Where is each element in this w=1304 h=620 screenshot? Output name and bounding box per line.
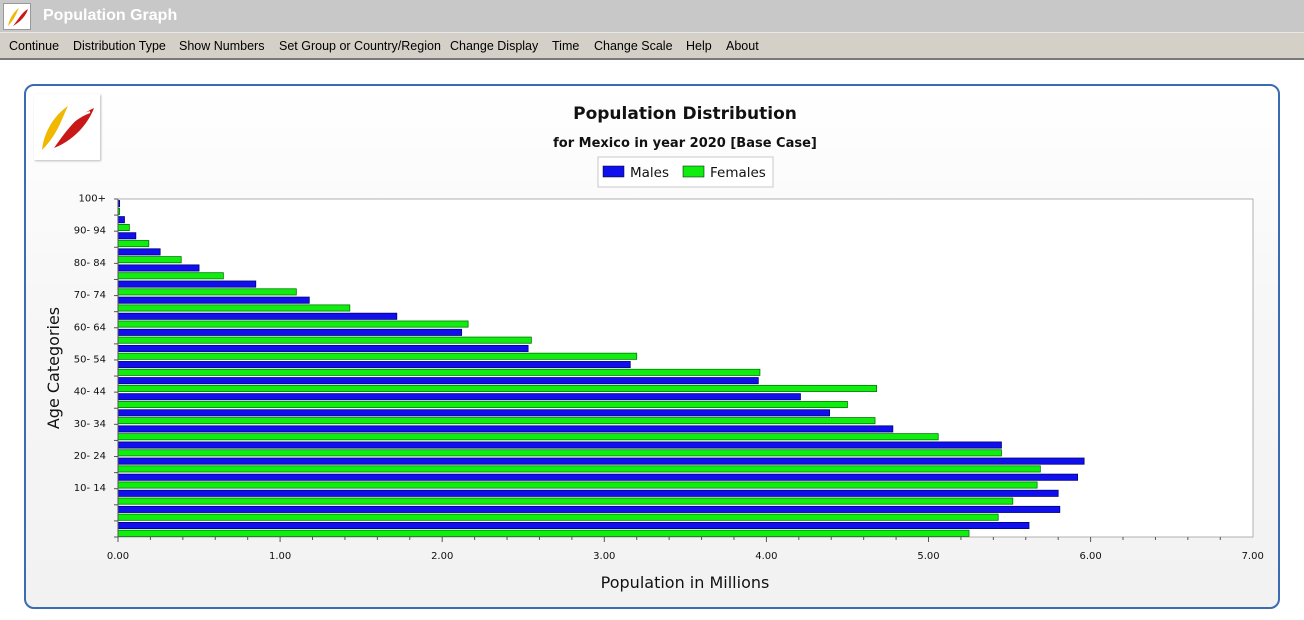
bar-males-10-14	[117, 489, 1059, 497]
bar-males-75-79	[117, 280, 257, 288]
y-tick-label: 60- 64	[74, 322, 106, 333]
chart-title: Population Distribution	[573, 104, 797, 124]
y-tick-label: 30- 34	[74, 419, 106, 430]
y-tick-label: 90- 94	[74, 226, 106, 237]
y-tick-label: 40- 44	[74, 387, 106, 398]
menu-change-scale[interactable]: Change Scale	[594, 39, 673, 53]
population-logo-icon[interactable]	[3, 3, 31, 30]
bar-males-25-29	[117, 441, 1002, 449]
menu-bar: Continue Distribution Type Show Numbers …	[0, 33, 1304, 60]
y-tick-label: 70- 74	[74, 290, 106, 301]
bar-females-65-69	[117, 320, 469, 328]
bar-females-75-79	[117, 288, 297, 296]
chart-subtitle: for Mexico in year 2020 [Base Case]	[553, 136, 817, 151]
bar-females-60-64	[117, 336, 532, 344]
bar-females-90-94	[117, 240, 150, 248]
y-tick-label: 80- 84	[74, 258, 106, 269]
bar-females-30-34	[117, 433, 939, 441]
x-tick-label: 2.00	[431, 551, 453, 562]
legend: Males Females	[597, 156, 774, 188]
legend-label-females: Females	[710, 165, 766, 181]
bar-females-0-4	[117, 529, 970, 537]
bar-females-85-89	[117, 256, 182, 264]
bar-males-15-19	[117, 473, 1079, 481]
population-logo-icon	[34, 94, 100, 160]
x-tick-label: 5.00	[917, 551, 939, 562]
bar-males-0-4	[117, 522, 1030, 530]
bar-females-50-54	[117, 368, 761, 376]
bar-females-5-9	[117, 513, 999, 521]
x-tick-label: 3.00	[593, 551, 615, 562]
bar-females-70-74	[117, 304, 351, 312]
y-axis-label: Age Categories	[44, 307, 63, 429]
bar-females-55-59	[117, 352, 638, 360]
window-title: Population Graph	[43, 7, 178, 24]
bar-females-95-99	[117, 223, 130, 231]
x-tick-label: 4.00	[755, 551, 777, 562]
bar-females-40-44	[117, 401, 848, 409]
bar-females-80-84	[117, 272, 224, 280]
bar-females-15-19	[117, 481, 1038, 489]
x-tick-label: 1.00	[269, 551, 291, 562]
bar-males-65-69	[117, 312, 398, 320]
x-tick-label: 0.00	[107, 551, 129, 562]
x-tick-label: 6.00	[1079, 551, 1101, 562]
menu-set-group[interactable]: Set Group or Country/Region	[279, 39, 441, 53]
bar-females-25-29	[117, 449, 1002, 457]
legend-label-males: Males	[630, 165, 669, 181]
bar-males-80-84	[117, 264, 200, 272]
menu-show-numbers[interactable]: Show Numbers	[179, 39, 265, 53]
bar-males-50-54	[117, 361, 631, 369]
menu-change-display[interactable]: Change Display	[450, 39, 539, 53]
menu-about[interactable]: About	[726, 39, 759, 53]
bar-males-45-49	[117, 377, 759, 385]
bar-males-95-99	[117, 216, 125, 224]
bar-males-5-9	[117, 505, 1061, 513]
bar-males-30-34	[117, 425, 894, 433]
bar-females-45-49	[117, 384, 878, 392]
x-tick-label: 7.00	[1242, 551, 1264, 562]
legend-swatch-females	[682, 165, 705, 178]
bar-males-40-44	[117, 393, 801, 401]
menu-time[interactable]: Time	[552, 39, 580, 53]
bar-females-35-39	[117, 417, 876, 425]
bar-males-55-59	[117, 344, 529, 352]
y-tick-label: 10- 14	[74, 483, 106, 494]
bar-males-20-24	[117, 457, 1085, 465]
bar-females-10-14	[117, 497, 1014, 505]
menu-continue[interactable]: Continue	[9, 39, 60, 53]
bar-males-85-89	[117, 248, 161, 256]
y-axis: 100+ 90- 94 80- 84 70- 74 60- 64 50- 54 40- 44…	[74, 194, 119, 538]
x-axis-label: Population in Millions	[601, 573, 770, 592]
y-tick-label: 20- 24	[74, 451, 106, 462]
x-axis: 0.00 1.00 2.00 3.00 4.00 5.00 6.00 7.00	[107, 537, 1264, 562]
y-tick-label: 100+	[79, 194, 106, 205]
bar-males-70-74	[117, 296, 310, 304]
bar-males-35-39	[117, 409, 831, 417]
bar-females-20-24	[117, 465, 1041, 473]
bar-males-90-94	[117, 232, 137, 240]
y-tick-label: 50- 54	[74, 354, 106, 365]
bar-males-60-64	[117, 328, 463, 336]
title-bar: Population Graph	[0, 0, 1304, 33]
bars	[117, 200, 1085, 537]
menu-distribution-type[interactable]: Distribution Type	[73, 39, 166, 53]
menu-help[interactable]: Help	[686, 39, 712, 53]
legend-swatch-males	[602, 165, 625, 178]
